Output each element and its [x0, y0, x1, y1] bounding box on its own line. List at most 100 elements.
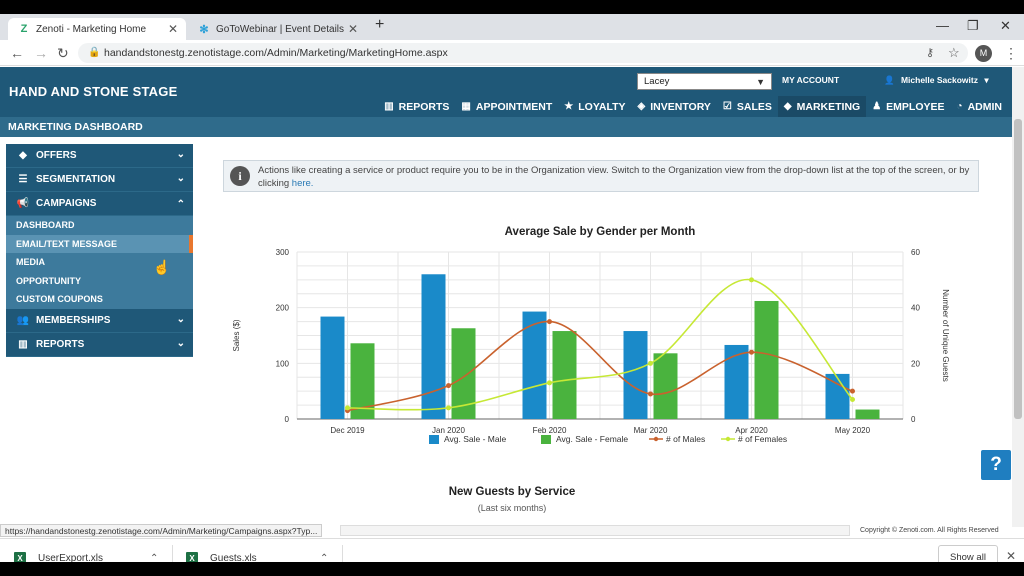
- excel-file-icon: X: [14, 551, 26, 562]
- point-males: [850, 388, 855, 394]
- close-tab-icon[interactable]: ✕: [347, 22, 358, 36]
- profile-avatar[interactable]: M: [975, 45, 992, 62]
- download-filename: Guests.xls: [210, 552, 257, 563]
- nav-label: INVENTORY: [650, 100, 711, 113]
- close-tab-icon[interactable]: ✕: [167, 22, 178, 36]
- y-tick-label: 0: [285, 415, 290, 424]
- legend-swatch: [429, 435, 439, 444]
- show-all-button[interactable]: Show all: [938, 545, 998, 562]
- new-tab-button[interactable]: +: [375, 16, 385, 33]
- url-bar[interactable]: 🔒 handandstonestg.zenotistage.com/Admin/…: [78, 43, 968, 63]
- sidebar-item-custom-coupons[interactable]: CUSTOM COUPONS: [6, 290, 193, 309]
- vertical-scrollbar[interactable]: [1012, 67, 1024, 527]
- bar-female: [552, 331, 577, 419]
- key-icon[interactable]: ⚷: [926, 47, 935, 59]
- nav-appointment[interactable]: ▦ APPOINTMENT: [455, 96, 558, 117]
- tab-bar: Z Zenoti - Marketing Home ✕ ✻ GoToWebina…: [0, 14, 1024, 40]
- sidebar-item-opportunity[interactable]: OPPORTUNITY: [6, 271, 193, 290]
- my-account-link[interactable]: MY ACCOUNT: [782, 75, 840, 85]
- nav-label: REPORTS: [398, 100, 450, 113]
- bar-male: [421, 274, 446, 419]
- bar-male: [522, 311, 547, 419]
- scrollbar-thumb[interactable]: [1014, 119, 1022, 419]
- user-menu[interactable]: 👤 Michelle Sackowitz ▾: [884, 75, 989, 86]
- location-value: Lacey: [644, 76, 670, 87]
- divider: [342, 545, 343, 562]
- download-item[interactable]: X Guests.xls ⌃: [186, 547, 336, 562]
- nav-marketing[interactable]: ◆ MARKETING: [777, 96, 867, 117]
- sidebar-group-offers[interactable]: ◆ OFFERS ⌄: [6, 144, 193, 168]
- tab-title: GoToWebinar | Event Details: [216, 23, 345, 35]
- copyright-text: Copyright © Zenoti.com. All Rights Reser…: [860, 527, 999, 534]
- nav-admin[interactable]: ◔ ADMIN: [951, 96, 1008, 117]
- horizontal-scrollbar[interactable]: [340, 525, 850, 536]
- chevron-down-icon: ⌄: [176, 313, 185, 325]
- caret-down-icon: ▼: [756, 77, 765, 87]
- minimize-icon[interactable]: —: [936, 18, 949, 33]
- x-tick-label: Apr 2020: [735, 426, 768, 435]
- info-text: Actions like creating a service or produ…: [258, 165, 970, 189]
- sidebar-group-segmentation[interactable]: ☰ SEGMENTATION ⌄: [6, 168, 193, 192]
- chevron-down-icon: ⌄: [176, 337, 185, 349]
- forward-icon[interactable]: →: [34, 45, 48, 61]
- user-name: Michelle Sackowitz: [900, 75, 978, 85]
- chevron-up-icon[interactable]: ⌃: [150, 552, 159, 563]
- bar-chart-icon: ▥: [18, 338, 28, 350]
- point-females: [749, 277, 754, 283]
- calendar-icon: ▦: [461, 101, 471, 112]
- nav-sales[interactable]: ☑ SALES: [717, 96, 778, 117]
- lock-icon: 🔒: [88, 47, 101, 58]
- restore-icon[interactable]: ❐: [967, 18, 979, 33]
- bookmark-star-icon[interactable]: ☆: [948, 45, 960, 60]
- back-icon[interactable]: ←: [10, 45, 24, 61]
- here-link[interactable]: here.: [291, 178, 314, 189]
- sidebar-group-campaigns[interactable]: 📢 CAMPAIGNS ⌃: [6, 192, 193, 216]
- sidebar-item-email-text-message[interactable]: EMAIL/TEXT MESSAGE: [6, 234, 193, 253]
- close-window-icon[interactable]: ✕: [1000, 18, 1011, 33]
- database-icon: ☰: [18, 174, 28, 185]
- sidebar-item-dashboard[interactable]: DASHBOARD: [6, 216, 193, 235]
- location-select[interactable]: Lacey ▼: [637, 73, 772, 90]
- sidebar-group-reports[interactable]: ▥ REPORTS ⌄: [6, 333, 193, 357]
- sidebar-group-memberships[interactable]: 👥 MEMBERSHIPS ⌄: [6, 309, 193, 333]
- app-header: HAND AND STONE STAGE Lacey ▼ MY ACCOUNT …: [0, 67, 1012, 117]
- star-icon: ★: [564, 101, 574, 112]
- sidebar-item-media[interactable]: MEDIA: [6, 253, 193, 272]
- reload-icon[interactable]: ↻: [57, 45, 69, 61]
- tab-gotowebinar[interactable]: ✻ GoToWebinar | Event Details ✕: [188, 18, 366, 40]
- nav-employee[interactable]: ♟ EMPLOYEE: [866, 96, 950, 117]
- chart-title: Average Sale by Gender per Month: [505, 226, 696, 238]
- nav-inventory[interactable]: ◈ INVENTORY: [632, 96, 717, 117]
- x-tick-label: Dec 2019: [330, 426, 365, 435]
- legend-label: Avg. Sale - Female: [556, 434, 628, 444]
- zenoti-logo-icon: Z: [20, 23, 28, 35]
- close-icon[interactable]: ✕: [1006, 549, 1017, 562]
- nav-reports[interactable]: ▥ REPORTS: [378, 96, 455, 117]
- tag-icon: ◆: [19, 150, 27, 161]
- chevron-down-icon: ⌄: [176, 149, 185, 160]
- sidebar-label: SEGMENTATION: [36, 174, 116, 185]
- legend-swatch: [653, 436, 659, 442]
- brand-title: HAND AND STONE STAGE: [9, 84, 178, 99]
- megaphone-icon: 📢: [16, 198, 30, 209]
- point-females: [446, 405, 451, 411]
- x-tick-label: May 2020: [835, 426, 871, 435]
- nav-loyalty[interactable]: ★ LOYALTY: [558, 96, 631, 117]
- y2-tick-label: 20: [911, 359, 920, 368]
- sidebar-label: REPORTS: [36, 338, 85, 350]
- help-button[interactable]: ?: [981, 450, 1011, 480]
- chevron-up-icon[interactable]: ⌃: [320, 552, 329, 563]
- legend-label: Avg. Sale - Male: [444, 434, 506, 444]
- nav-label: SALES: [736, 100, 772, 113]
- info-banner: i Actions like creating a service or pro…: [223, 160, 979, 192]
- browser-window: Z Zenoti - Marketing Home ✕ ✻ GoToWebina…: [0, 14, 1024, 562]
- bar-chart-icon: ▥: [384, 101, 394, 112]
- download-item[interactable]: X UserExport.xls ⌃: [14, 547, 164, 562]
- download-filename: UserExport.xls: [38, 552, 104, 563]
- y-axis-label: Sales ($): [232, 319, 241, 351]
- tab-zenoti[interactable]: Z Zenoti - Marketing Home ✕: [8, 18, 186, 40]
- dashboard-icon: ◔: [956, 101, 963, 112]
- nav-label: ADMIN: [967, 100, 1002, 113]
- chart2-subtitle: (Last six months): [477, 503, 547, 513]
- menu-kebab-icon[interactable]: ⋮: [1004, 45, 1018, 61]
